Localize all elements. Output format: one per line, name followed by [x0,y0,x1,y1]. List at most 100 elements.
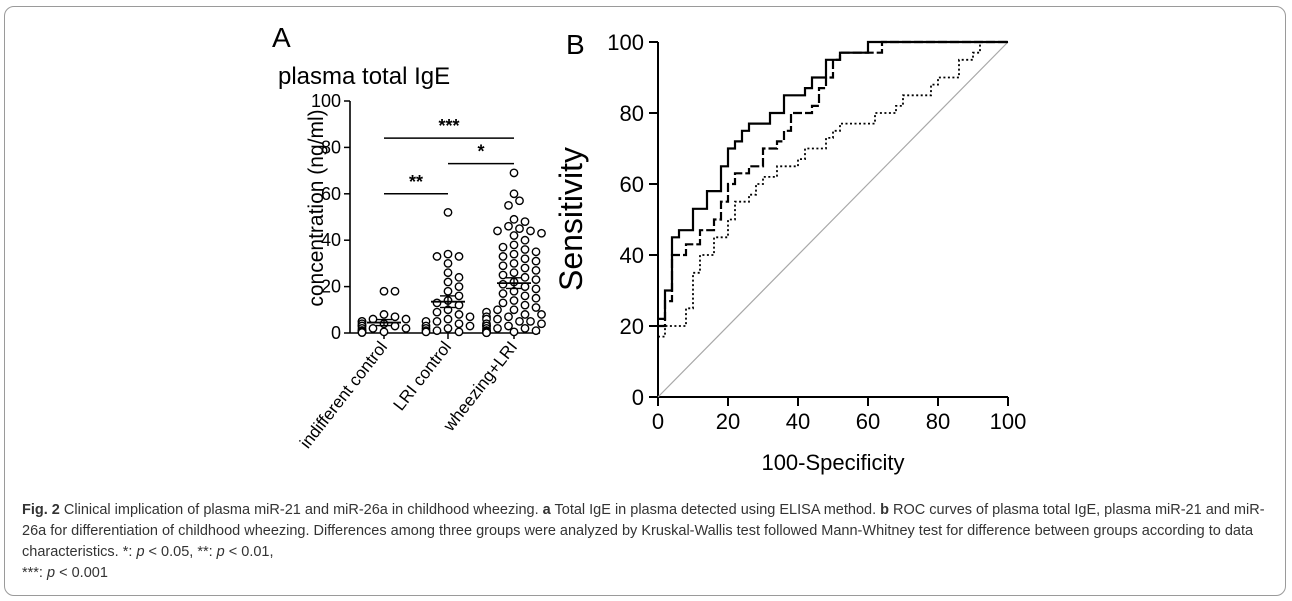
caption-part-b-letter: b [880,502,890,518]
panel-a-data-point [498,279,508,289]
panel-a-data-point [498,270,508,280]
panel-a-data-point [443,277,453,287]
panel-a-data-point [509,296,519,305]
panel-a-data-point [509,305,519,315]
panel-a-data-point [520,254,530,264]
caption-p-symbol: p [136,544,145,560]
panel-a-data-point [509,231,519,240]
panel-b-roc-curve-dotted [658,41,1008,338]
panel-b-y-tick-label: 0 [632,385,644,410]
panel-a-data-point [465,321,475,331]
panel-a-data-point [443,258,453,268]
panel-a-data-point [531,326,541,336]
panel-a-significance: ****** [384,116,514,195]
panel-b-x-ticks: 0 20 40 60 80 100 [652,397,1026,434]
panel-a-data-point [379,310,389,319]
panel-a-data-point [401,323,411,333]
panel-b-y-tick-label: 80 [620,101,644,126]
panel-a-data-point [493,323,502,333]
panel-a-data-point [515,196,524,206]
panel-a-data-point [482,328,491,338]
panel-a-data-point [509,258,519,268]
panel-a-data-point [504,312,513,322]
panel-a-data-point [504,221,513,231]
panel-a-data-point [537,310,546,319]
panel-a-data-point [498,261,508,271]
panel-a-data-point [531,256,541,266]
panel-a-data-point [432,307,442,317]
panel-a-data-point [509,240,519,250]
panel-b-x-tick-label: 20 [716,409,740,434]
panel-b-x-tick-label: 100 [990,409,1027,434]
panel-a-data-point [509,168,519,178]
panel-a: A plasma total IgE concentration (ng/ml)… [272,22,546,452]
caption-sig-3: < 0.001 [59,565,108,581]
caption-sig-1: < 0.05, **: [148,544,213,560]
panel-a-x-tick-label: indifferent control [296,338,391,452]
caption-p-symbol: p [47,565,56,581]
panel-a-data-point [454,282,464,291]
panel-a-y-axis-label: concentration (ng/ml) [305,109,328,306]
panel-a-data-point [509,249,519,259]
panel-a-data-point [443,249,453,259]
panel-a-data-point [443,323,453,333]
panel-a-significance-label: * [477,142,484,162]
panel-a-data-point [509,189,519,199]
panel-b-y-tick-label: 40 [620,243,644,268]
panel-a-y-tick-label: 40 [321,230,341,250]
caption-part-a-text: Total IgE in plasma detected using ELISA… [554,502,877,518]
caption-part-a-letter: a [542,502,551,518]
figure-frame [4,6,1286,596]
panel-a-data-point [520,263,530,273]
panel-a-data-point [520,323,530,333]
panel-b: B Sensitivity 100-Specificity 0 20 40 60 80 1… [553,29,1026,475]
panel-a-data-point [390,312,400,322]
panel-a-data-point [454,327,464,337]
panel-a-data-point [498,242,508,252]
panel-a-data-point [493,305,502,315]
panel-a-y-tick-label: 80 [321,137,341,157]
panel-a-data-point [509,327,519,337]
panel-a-data-point [401,314,411,324]
panel-b-reference-line [657,41,1009,398]
panel-a-data-point [498,252,508,261]
panel-a-data-point [526,316,535,326]
panel-a-data-point [520,272,530,282]
panel-a-data-points [357,168,546,338]
panel-a-data-point [498,289,508,298]
panel-a-data-point [520,291,530,301]
panel-a-mean-bars [367,277,531,327]
panel-a-y-ticks: 0 20 40 60 80 100 [311,91,350,343]
panel-b-label: B [566,29,585,60]
panel-a-data-point [443,207,453,217]
panel-a-data-point [515,316,524,326]
panel-a-data-point [432,298,442,308]
figure-canvas: A plasma total IgE concentration (ng/ml)… [272,22,1026,475]
panel-a-data-point [531,293,541,303]
caption-figure-label: Fig. 2 [22,502,60,518]
panel-b-roc-curve-dashed [658,40,1008,328]
caption-part-b-text: ROC curves of plasma total IgE, plasma m… [22,502,1265,560]
panel-a-data-point [454,291,464,301]
panel-a-data-point [520,310,530,319]
panel-a-data-point [537,319,546,329]
panel-a-data-point [379,286,389,296]
panel-a-y-tick-label: 0 [331,323,341,343]
panel-a-data-point [520,235,530,245]
panel-b-x-tick-label: 40 [786,409,810,434]
panel-b-x-tick-label: 0 [652,409,664,434]
panel-a-data-point [531,265,541,275]
panel-a-data-point [443,268,453,278]
caption-sig-3-prefix: ***: [22,565,43,581]
panel-a-data-point [454,252,464,261]
panel-a-y-tick-label: 20 [321,277,341,297]
panel-b-roc-curve-solid [658,40,1008,320]
panel-b-y-tick-label: 60 [620,172,644,197]
panel-a-data-point [368,323,378,333]
panel-a-data-point [357,328,367,337]
panel-b-y-axis-label: Sensitivity [553,147,589,291]
panel-a-data-point [465,312,475,322]
panel-a-data-point [509,214,519,224]
panel-a-data-point [454,319,464,329]
